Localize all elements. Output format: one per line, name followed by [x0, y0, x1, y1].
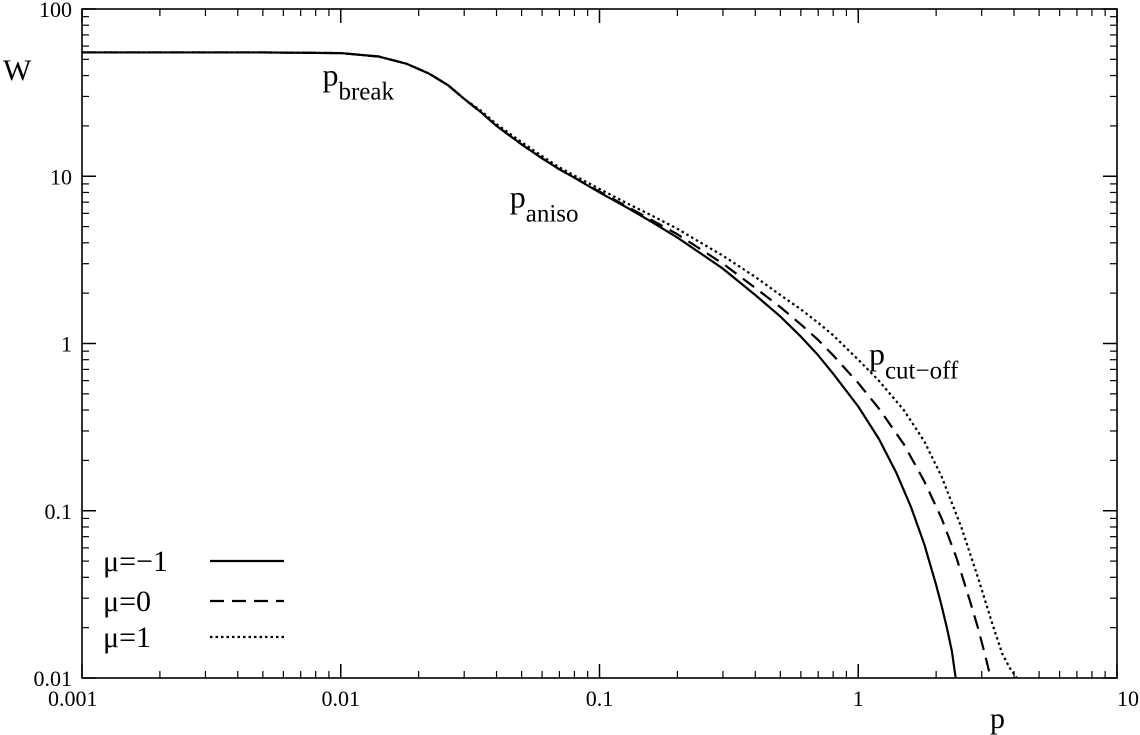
annotation-2: pcut−off	[869, 335, 959, 384]
x-tick-label: 10	[1117, 686, 1139, 711]
annotation-1: paniso	[510, 179, 579, 228]
series-line-2	[82, 51, 1018, 679]
y-axis-label: W	[3, 54, 32, 87]
y-tick-label: 1	[61, 332, 72, 357]
series-line-1	[82, 51, 992, 679]
annotation-subscript: cut−off	[885, 357, 959, 384]
annotation-subscript: break	[338, 78, 394, 105]
series-lines	[82, 51, 1018, 679]
series-line-0	[82, 51, 957, 679]
legend-label-0: μ=−1	[103, 545, 168, 578]
legend: μ=−1 μ=0μ=1	[103, 545, 284, 654]
y-tick-label: 0.1	[45, 499, 73, 524]
x-tick-label: 0.1	[586, 686, 614, 711]
x-tick-label: 0.01	[322, 686, 361, 711]
annotation-subscript: aniso	[526, 201, 579, 228]
x-tick-label: 1	[853, 686, 864, 711]
axis-ticks	[81, 8, 1118, 679]
annotation-main: p	[510, 179, 526, 215]
x-tick-label: 0.001	[48, 686, 98, 711]
annotation-main: p	[869, 335, 885, 371]
y-tick-label: 10	[50, 164, 72, 189]
annotation-0: pbreak	[322, 56, 394, 105]
legend-label-1: μ=0	[103, 585, 151, 618]
y-tick-label: 100	[39, 0, 72, 22]
annotation-main: p	[322, 56, 338, 92]
x-axis-label: p	[990, 702, 1005, 735]
legend-label-2: μ=1	[103, 621, 151, 654]
y-tick-label: 0.01	[34, 666, 73, 691]
